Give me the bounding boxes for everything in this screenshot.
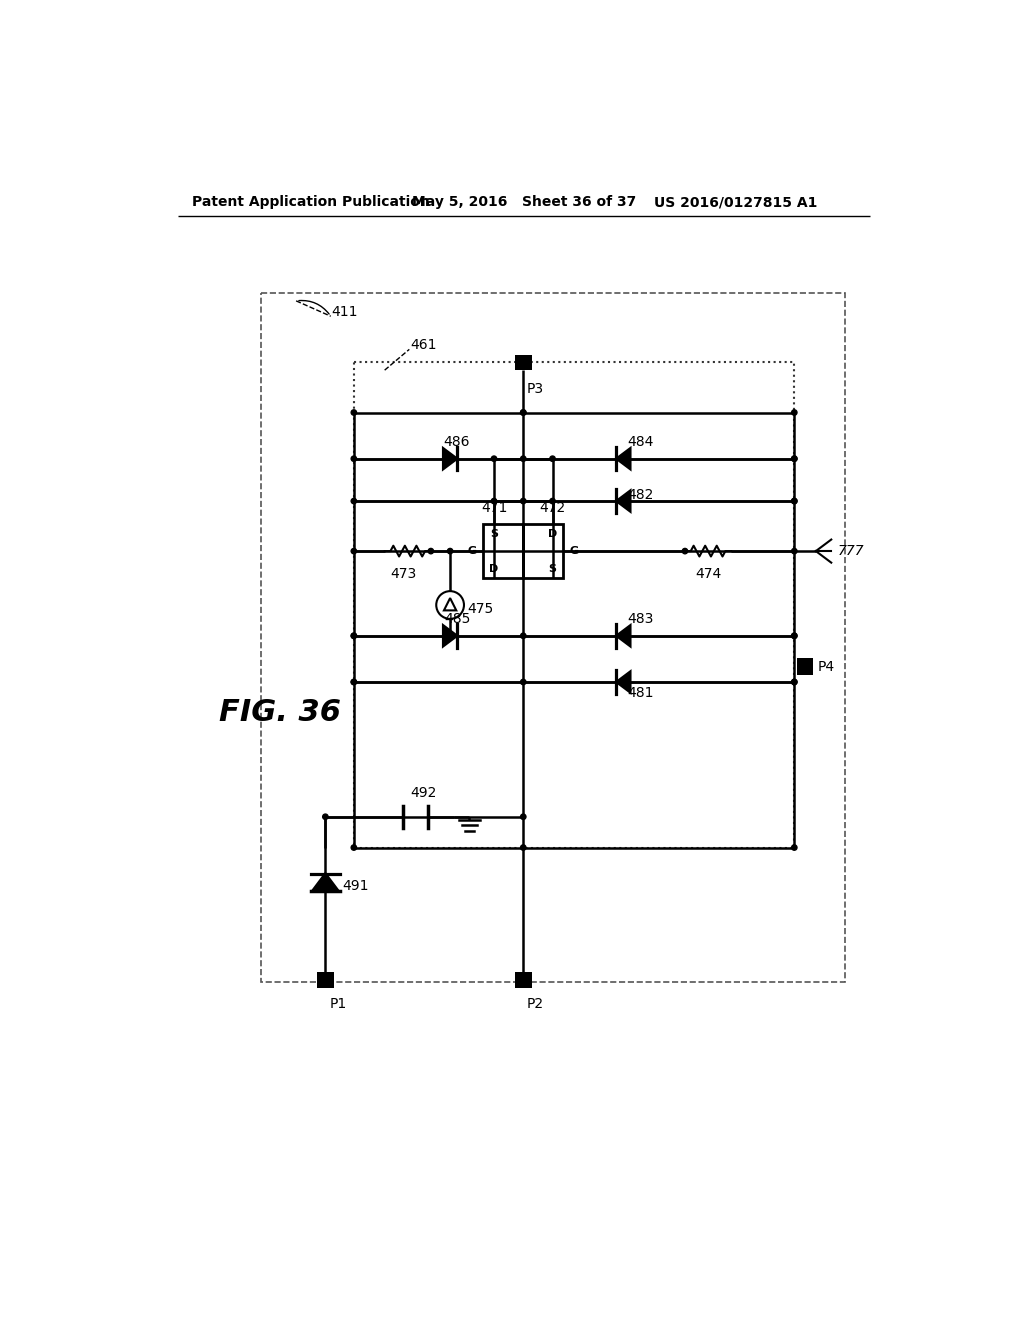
Circle shape: [520, 455, 526, 462]
Circle shape: [792, 680, 797, 685]
Text: G: G: [468, 546, 477, 556]
Circle shape: [682, 548, 688, 554]
Circle shape: [792, 499, 797, 504]
Text: May 5, 2016   Sheet 36 of 37: May 5, 2016 Sheet 36 of 37: [412, 195, 636, 210]
Circle shape: [351, 680, 356, 685]
Text: 777: 777: [838, 544, 864, 558]
Circle shape: [520, 845, 526, 850]
Circle shape: [492, 455, 497, 462]
Text: 471: 471: [481, 500, 507, 515]
Text: P4: P4: [817, 660, 835, 673]
Bar: [515, 973, 531, 987]
Circle shape: [792, 455, 797, 462]
Circle shape: [792, 634, 797, 639]
Circle shape: [351, 634, 356, 639]
Text: 482: 482: [627, 488, 653, 502]
Text: D: D: [548, 529, 557, 539]
Text: 492: 492: [410, 785, 436, 800]
Circle shape: [492, 499, 497, 504]
Circle shape: [792, 409, 797, 416]
Text: Patent Application Publication: Patent Application Publication: [193, 195, 430, 210]
Circle shape: [520, 409, 526, 416]
Circle shape: [520, 634, 526, 639]
Circle shape: [792, 845, 797, 850]
Text: US 2016/0127815 A1: US 2016/0127815 A1: [654, 195, 817, 210]
Circle shape: [792, 455, 797, 462]
Polygon shape: [312, 874, 338, 891]
Polygon shape: [616, 672, 631, 693]
Bar: [798, 659, 813, 675]
Text: 473: 473: [391, 566, 417, 581]
Text: FIG. 36: FIG. 36: [219, 698, 341, 727]
Polygon shape: [616, 449, 631, 469]
Bar: [261, 293, 845, 982]
Bar: [354, 363, 795, 847]
Circle shape: [792, 548, 797, 554]
Text: P1: P1: [330, 997, 346, 1011]
Bar: [316, 973, 334, 987]
Circle shape: [520, 499, 526, 504]
Circle shape: [351, 680, 356, 685]
Text: G: G: [569, 546, 579, 556]
Text: P3: P3: [527, 381, 544, 396]
Polygon shape: [616, 626, 631, 647]
Text: 485: 485: [444, 612, 471, 626]
Circle shape: [792, 634, 797, 639]
Circle shape: [351, 845, 356, 850]
Text: P2: P2: [527, 997, 544, 1011]
Circle shape: [550, 499, 555, 504]
Polygon shape: [443, 449, 457, 469]
Bar: [523, 524, 563, 578]
Text: 472: 472: [540, 500, 565, 515]
Circle shape: [351, 499, 356, 504]
Text: 483: 483: [627, 612, 653, 626]
Text: 475: 475: [467, 602, 494, 616]
Text: D: D: [489, 564, 499, 574]
Polygon shape: [443, 626, 457, 647]
Circle shape: [520, 814, 526, 820]
Text: 474: 474: [695, 566, 721, 581]
Circle shape: [792, 499, 797, 504]
Circle shape: [792, 680, 797, 685]
Bar: [515, 355, 531, 370]
Text: 484: 484: [627, 434, 653, 449]
Text: S: S: [549, 564, 556, 574]
Circle shape: [323, 814, 328, 820]
Text: 486: 486: [443, 434, 470, 449]
Circle shape: [351, 455, 356, 462]
Bar: [483, 524, 523, 578]
Text: S: S: [490, 529, 498, 539]
Text: 481: 481: [627, 686, 653, 700]
Circle shape: [447, 548, 453, 554]
Circle shape: [351, 409, 356, 416]
Text: 411: 411: [332, 305, 357, 319]
Circle shape: [428, 548, 433, 554]
Circle shape: [550, 455, 555, 462]
Circle shape: [520, 409, 526, 416]
Circle shape: [520, 680, 526, 685]
Circle shape: [351, 548, 356, 554]
Text: 491: 491: [342, 879, 369, 894]
Text: 461: 461: [410, 338, 436, 351]
Circle shape: [351, 634, 356, 639]
Polygon shape: [616, 491, 631, 511]
